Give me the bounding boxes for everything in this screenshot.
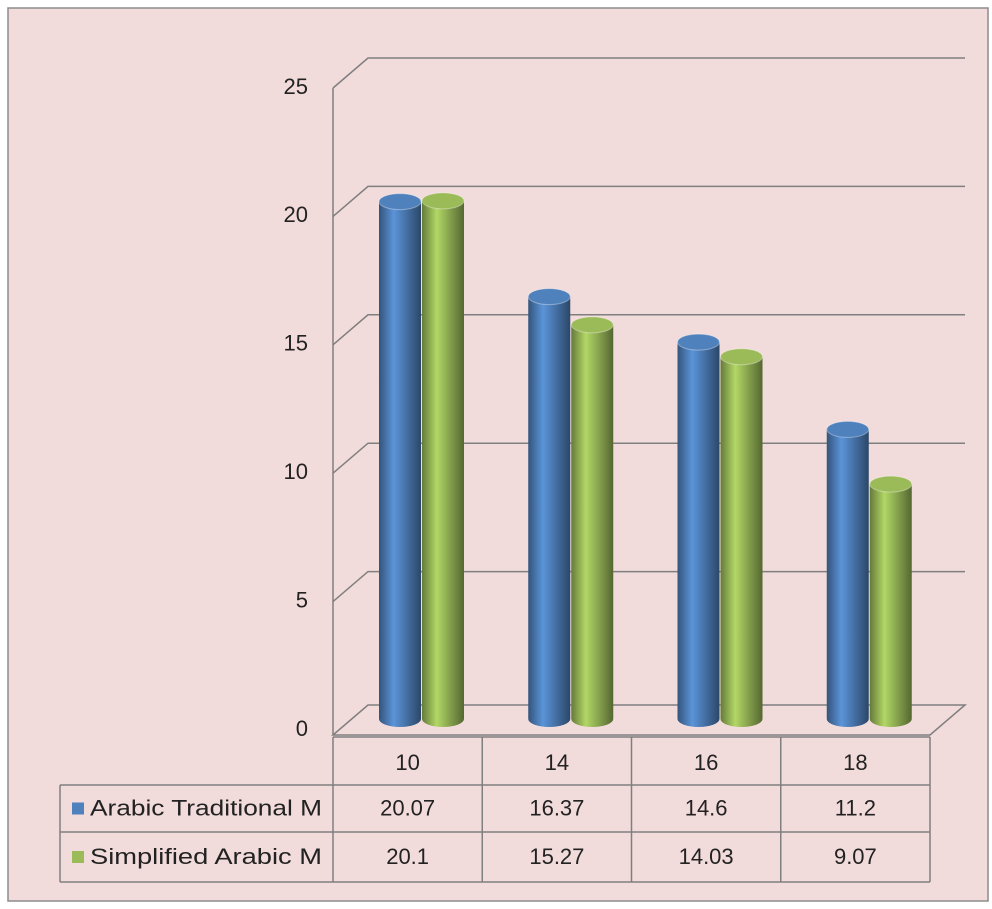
table-value: 16.37 <box>529 795 584 820</box>
grid-line <box>332 185 965 217</box>
bar <box>677 342 720 727</box>
bar <box>379 201 421 727</box>
legend-key <box>72 802 84 815</box>
y-tick-label: 5 <box>296 587 308 612</box>
bar <box>869 484 912 727</box>
table-value: 14.6 <box>685 795 728 820</box>
table-value: 20.07 <box>380 795 435 820</box>
bar <box>528 296 571 727</box>
floor <box>330 704 968 736</box>
bar-top <box>421 192 465 210</box>
y-tick-label: 10 <box>284 459 308 484</box>
table-value: 15.27 <box>529 844 584 869</box>
bar-top <box>378 193 422 211</box>
bar-top <box>570 316 614 334</box>
y-tick-label: 20 <box>284 202 308 227</box>
bar-top <box>677 333 720 351</box>
bar <box>826 429 869 727</box>
x-tick-label: 16 <box>694 750 718 775</box>
table-value: 9.07 <box>834 844 877 869</box>
table-value: 11.2 <box>835 795 876 820</box>
grid-line <box>332 57 965 89</box>
legend-label: Simplified Arabic M <box>90 844 322 869</box>
bar-top <box>826 420 870 438</box>
legend-label: Arabic Traditional M <box>90 795 322 820</box>
bar <box>571 324 614 727</box>
chart-background <box>7 7 989 902</box>
y-tick-label: 25 <box>284 74 308 99</box>
table-value: 20.1 <box>386 844 429 869</box>
grid-line <box>332 314 965 346</box>
bar-top <box>720 348 763 366</box>
bar <box>422 200 464 727</box>
grid-line <box>332 570 965 603</box>
table-value: 14.03 <box>679 844 734 869</box>
bar <box>720 356 763 727</box>
grid-line <box>332 442 965 474</box>
x-tick-label: 14 <box>545 750 569 775</box>
y-tick-label: 0 <box>296 716 308 741</box>
legend-key <box>72 851 84 863</box>
y-tick-label: 15 <box>284 331 308 356</box>
x-tick-label: 18 <box>843 750 867 775</box>
bar-top <box>869 475 913 493</box>
bar-top <box>527 288 571 306</box>
x-tick-label: 10 <box>395 750 419 775</box>
